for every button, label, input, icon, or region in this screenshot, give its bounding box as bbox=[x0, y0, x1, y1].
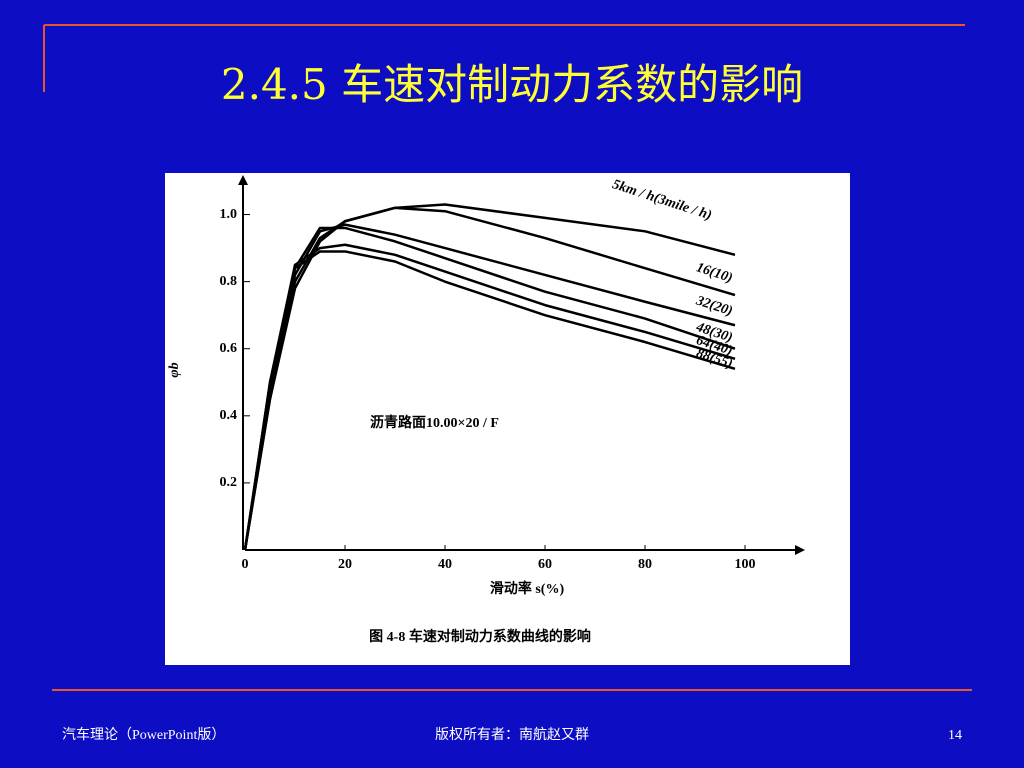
y-axis-label: φb bbox=[167, 362, 182, 377]
y-tick-label: 0.6 bbox=[220, 341, 238, 356]
curve bbox=[243, 206, 736, 551]
x-tick-label: 40 bbox=[438, 557, 452, 572]
x-tick-label: 60 bbox=[538, 557, 552, 572]
y-tick-label: 0.2 bbox=[220, 475, 238, 490]
y-tick-label: 1.0 bbox=[220, 207, 238, 222]
arrow bbox=[795, 545, 805, 555]
x-tick-label: 100 bbox=[735, 557, 756, 572]
page-number: 14 bbox=[948, 728, 962, 743]
annotation: 沥青路面10.00×20 / F bbox=[370, 414, 499, 431]
curve bbox=[243, 250, 736, 551]
chart-panel bbox=[165, 173, 850, 665]
y-tick-label: 0.8 bbox=[220, 274, 238, 289]
caption: 图 4-8 车速对制动力系数曲线的影响 bbox=[369, 628, 591, 645]
footer-center: 版权所有者：南航赵又群 bbox=[435, 727, 589, 743]
footer-left: 汽车理论（PowerPoint版） bbox=[62, 726, 225, 743]
x-tick-label: 20 bbox=[338, 557, 352, 572]
x-tick-label: 80 bbox=[638, 557, 652, 572]
arrow bbox=[238, 175, 248, 185]
slide-title: 2.4.5 车速对制动力系数的影响 bbox=[221, 60, 803, 109]
x-axis-label: 滑动率 s(%) bbox=[490, 580, 565, 597]
y-tick-label: 0.4 bbox=[220, 408, 238, 423]
x-tick-label: 0 bbox=[242, 557, 249, 572]
